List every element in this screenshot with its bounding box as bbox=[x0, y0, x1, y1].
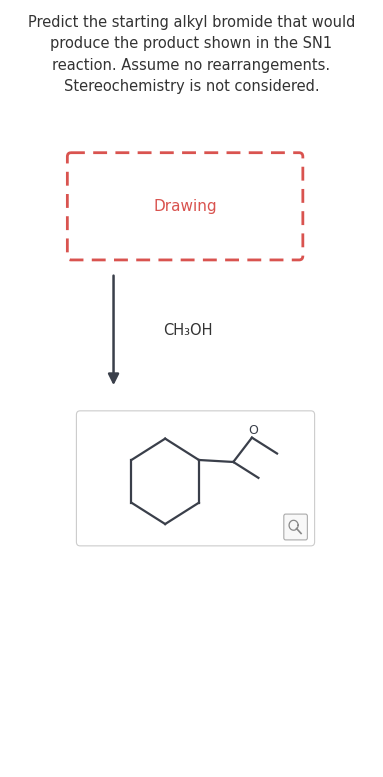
FancyBboxPatch shape bbox=[76, 411, 314, 546]
Text: O: O bbox=[248, 424, 258, 437]
Text: CH₃OH: CH₃OH bbox=[164, 323, 213, 338]
Text: Drawing: Drawing bbox=[153, 199, 217, 214]
FancyBboxPatch shape bbox=[284, 514, 308, 540]
Text: Predict the starting alkyl bromide that would
produce the product shown in the S: Predict the starting alkyl bromide that … bbox=[28, 15, 355, 95]
